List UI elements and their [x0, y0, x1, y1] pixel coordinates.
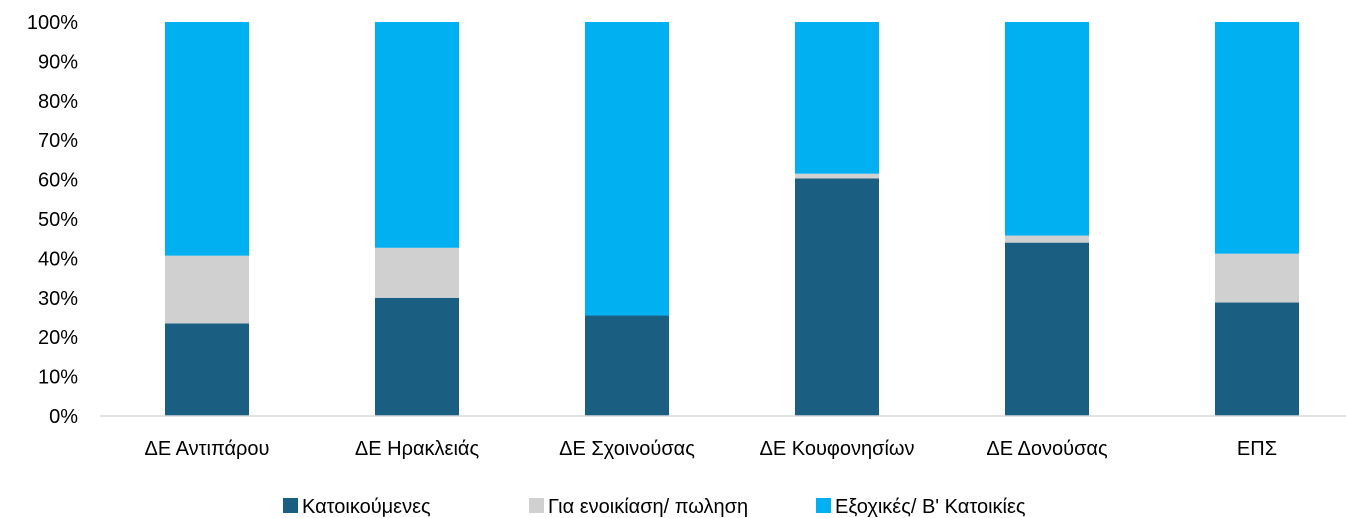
legend-swatch: [816, 498, 831, 513]
legend-label: Για ενοικίαση/ πωληση: [548, 496, 748, 518]
y-tick-label: 10%: [38, 367, 78, 389]
bar-segment: [375, 247, 459, 298]
bar-segment: [1005, 22, 1089, 236]
y-tick-label: 90%: [38, 51, 78, 73]
y-tick-label: 100%: [27, 12, 78, 34]
legend-item: Εξοχικές/ Β' Κατοικίες: [816, 496, 1026, 518]
bar-segment: [1215, 253, 1299, 303]
x-tick-label: ΔΕ Σχοινούσας: [559, 438, 695, 460]
bar-segment: [1215, 22, 1299, 254]
legend-swatch: [283, 498, 298, 513]
bar-segment: [1005, 242, 1089, 416]
x-tick-label: ΔΕ Αντιπάρου: [145, 438, 270, 460]
legend-item: Κατοικούμενες: [283, 496, 431, 518]
bar-segment: [165, 255, 249, 324]
y-tick-label: 40%: [38, 248, 78, 270]
bars: [165, 22, 1299, 416]
y-tick-label: 50%: [38, 209, 78, 231]
bar-segment: [795, 178, 879, 416]
y-tick-label: 30%: [38, 288, 78, 310]
y-tick-label: 80%: [38, 91, 78, 113]
legend-item: Για ενοικίαση/ πωληση: [529, 496, 748, 518]
bar-segment: [375, 297, 459, 416]
bar-segment: [585, 22, 669, 316]
bar-segment: [795, 173, 879, 179]
legend-label: Κατοικούμενες: [302, 496, 431, 518]
bar-segment: [1215, 302, 1299, 416]
legend: Κατοικούμενες Για ενοικίαση/ πωληση Εξοχικ…: [283, 496, 1026, 518]
legend-swatch: [529, 498, 544, 513]
y-tick-label: 70%: [38, 130, 78, 152]
x-tick-label: ΔΕ Δονούσας: [986, 438, 1108, 460]
x-tick-label: ΕΠΣ: [1237, 438, 1277, 460]
bar-segment: [165, 22, 249, 256]
y-tick-label: 60%: [38, 170, 78, 192]
x-tick-label: ΔΕ Κουφονησίων: [759, 438, 914, 460]
bar-segment: [375, 22, 459, 248]
y-tick-label: 20%: [38, 327, 78, 349]
bar-segment: [1005, 235, 1089, 243]
y-tick-label: 0%: [49, 406, 78, 428]
bar-segment: [165, 323, 249, 416]
bar-segment: [795, 22, 879, 174]
x-axis: ΔΕ Αντιπάρου ΔΕ Ηρακλειάς ΔΕ Σχοινούσας ΔΕ …: [145, 438, 1278, 460]
x-tick-label: ΔΕ Ηρακλειάς: [355, 438, 480, 460]
bar-segment: [585, 315, 669, 416]
legend-label: Εξοχικές/ Β' Κατοικίες: [835, 496, 1026, 518]
y-axis: 0% 10% 20% 30% 40% 50% 60% 70% 80% 90% 100%: [27, 12, 78, 428]
